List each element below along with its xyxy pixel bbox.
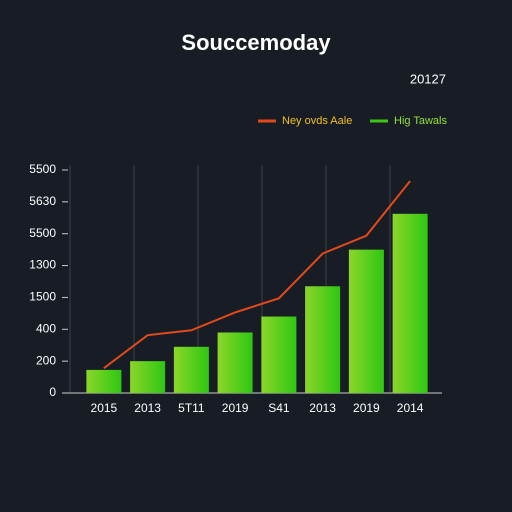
x-tick-label: 2014 [397,401,424,415]
bar [392,213,428,393]
line [103,180,411,369]
legend-label: Hig Tawals [394,115,447,127]
vertical-grid [69,165,391,393]
bar [173,346,209,393]
y-tick-label: 200 [36,353,56,367]
y-tick-label: 1300 [29,258,56,272]
y-tick-label: 5500 [29,162,56,176]
x-tick-label: S41 [268,401,290,415]
y-tick-label: 400 [36,321,56,335]
bar [348,249,384,393]
x-tick-label: 2019 [222,401,249,415]
bar [86,369,122,393]
y-tick-label: 1500 [29,290,56,304]
chart-title: Souccemoday [181,30,331,55]
y-tick-label: 5500 [29,226,56,240]
x-tick-label: 2019 [353,401,380,415]
y-tick-label: 0 [49,385,56,399]
chart-subtitle: 20127 [410,71,446,86]
bar [261,316,297,393]
bar [305,286,341,393]
x-tick-label: 5T11 [178,401,205,415]
x-tick-label: 2013 [134,401,161,415]
x-tick-label: 2013 [309,401,336,415]
bar [217,332,253,393]
legend-label: Ney ovds Aale [282,115,352,127]
x-tick-label: 2015 [91,401,118,415]
bar [130,361,166,393]
y-tick-label: 5630 [29,194,56,208]
